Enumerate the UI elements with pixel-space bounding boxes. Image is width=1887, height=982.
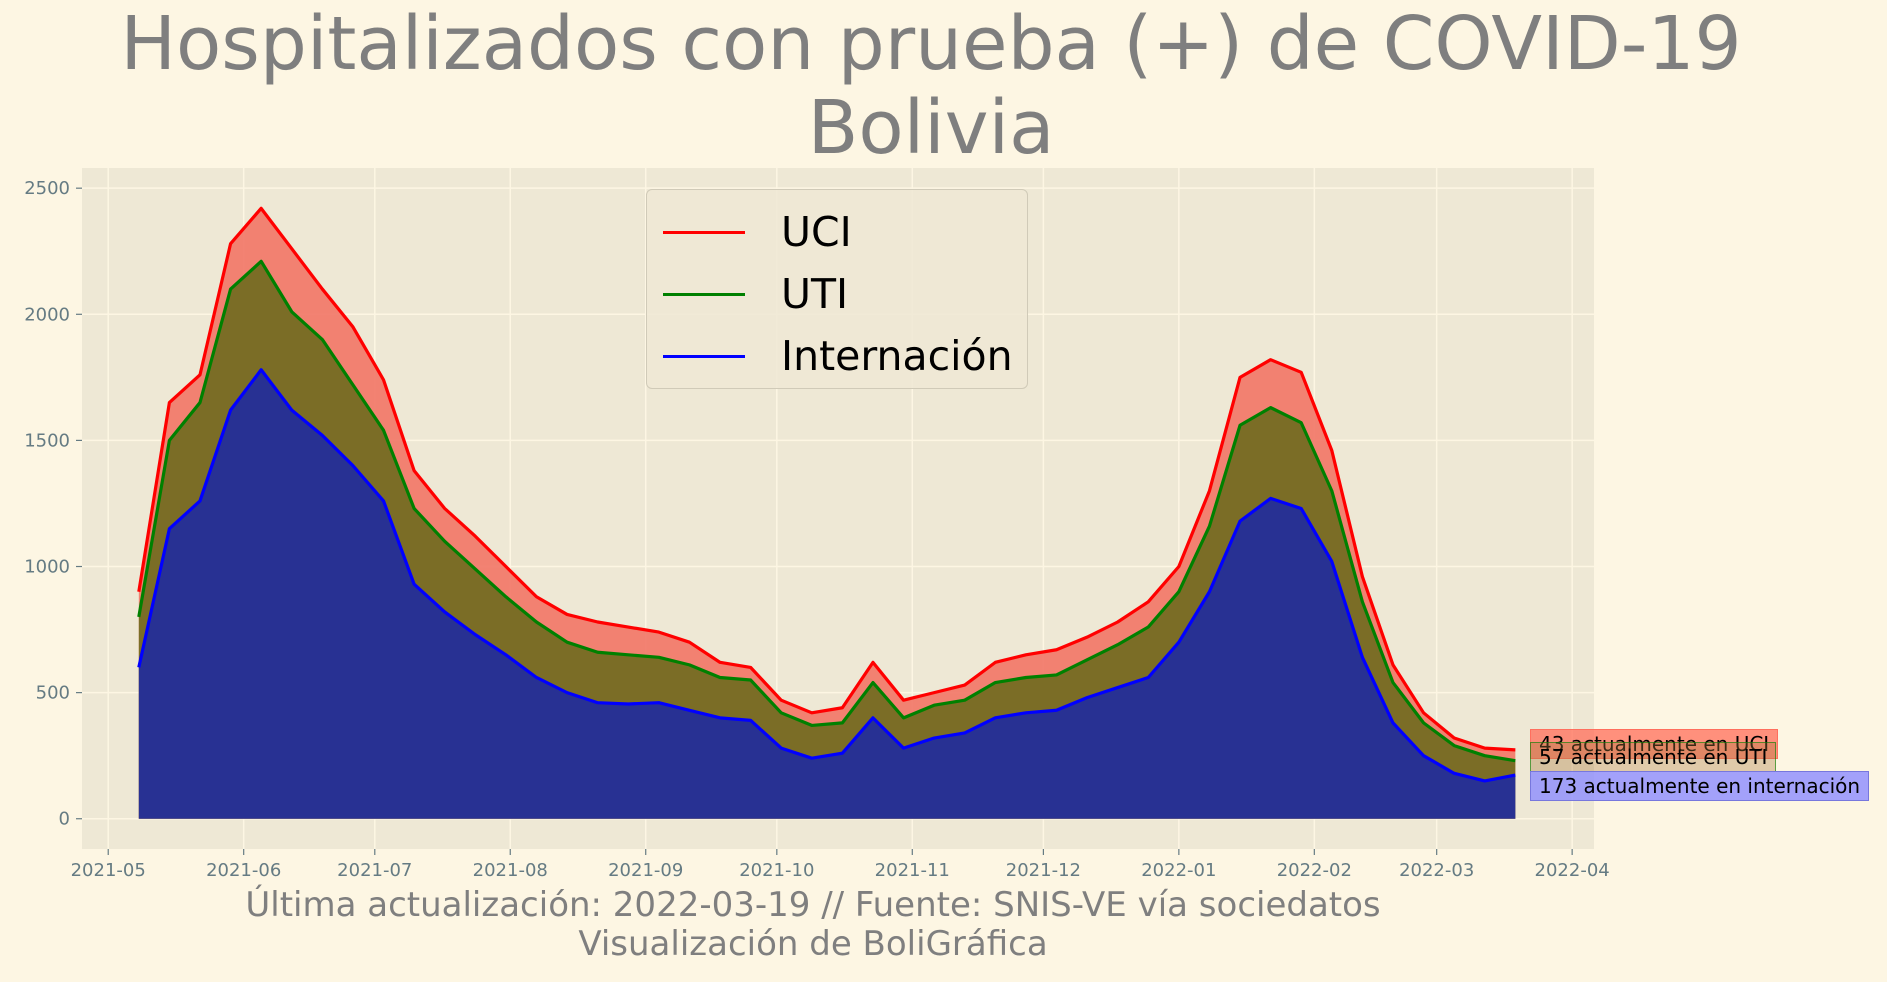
x-tick-label: 2021-05 [71,860,146,881]
chart-title-line1: Hospitalizados con prueba (+) de COVID-1… [120,1,1742,87]
x-tick-label: 2021-10 [739,860,814,881]
series-line-uci [137,206,1516,752]
y-tick-label: 500 [36,683,70,704]
y-tick-label: 1500 [24,430,70,451]
x-tick-label: 2021-11 [875,860,950,881]
chart-legend: UCI UTI Internación [646,189,1028,389]
chart-title: Hospitalizados con prueba (+) de COVID-1… [0,2,1862,170]
y-tick-label: 2500 [24,178,70,199]
legend-label-internacion: Internación [781,332,1013,380]
x-tick-label: 2021-09 [608,860,683,881]
legend-swatch-internacion [663,354,745,358]
series-line-internación [137,368,1516,783]
y-tick-label: 0 [59,809,70,830]
legend-label-uti: UTI [781,270,849,318]
legend-item-internacion: Internación [663,328,1013,384]
x-tick-label: 2021-12 [1006,860,1081,881]
legend-label-uci: UCI [781,208,852,256]
area-internación [138,369,1516,819]
end-label-uti: 57 actualmente en UTI [1530,742,1777,772]
legend-item-uti: UTI [663,266,848,322]
footer-line2: Visualización de BoliGráfica [578,924,1048,964]
y-tick-label: 1000 [24,557,70,578]
chart-title-line2: Bolivia [807,85,1055,171]
end-label-uci: 43 actualmente en UCI [1530,729,1779,759]
legend-item-uci: UCI [663,204,852,260]
end-label-internacion: 173 actualmente en internación [1530,771,1870,801]
x-tick-label: 2022-03 [1399,860,1474,881]
legend-swatch-uci [663,230,745,234]
x-tick-label: 2022-04 [1535,860,1610,881]
footer-line1: Última actualización: 2022-03-19 // Fuen… [245,885,1381,925]
y-tick-label: 2000 [24,304,70,325]
x-tick-label: 2021-08 [473,860,548,881]
x-tick-label: 2022-01 [1141,860,1216,881]
x-tick-label: 2021-07 [337,860,412,881]
series-line-uti [137,259,1516,763]
chart-footer: Última actualización: 2022-03-19 // Fuen… [0,886,1626,964]
x-tick-label: 2022-02 [1277,860,1352,881]
legend-swatch-uti [663,292,745,296]
x-tick-label: 2021-06 [206,860,281,881]
